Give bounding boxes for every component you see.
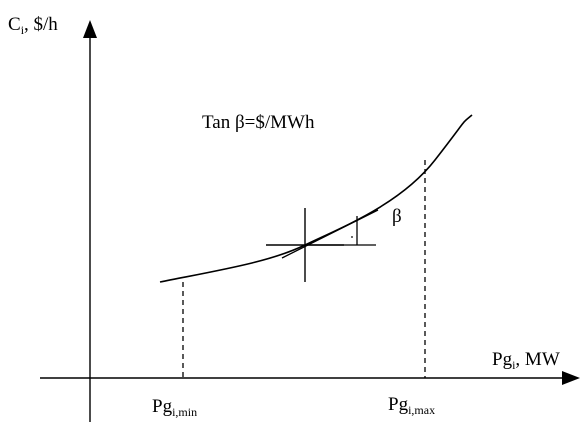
angle-dot: [351, 236, 353, 238]
tangent-line: [281, 209, 379, 259]
x-axis-label: Pgi, MW: [492, 349, 560, 372]
pg-max-label: Pgi,max: [388, 394, 435, 417]
y-axis-label: Ci, $/h: [8, 14, 58, 37]
angle-beta-label: β: [392, 206, 402, 227]
y-axis-arrow: [83, 20, 97, 38]
pg-min-label: Pgi,min: [152, 396, 197, 419]
x-axis-arrow: [562, 371, 580, 385]
tangent-formula-label: Tan β=$/MWh: [202, 112, 315, 133]
